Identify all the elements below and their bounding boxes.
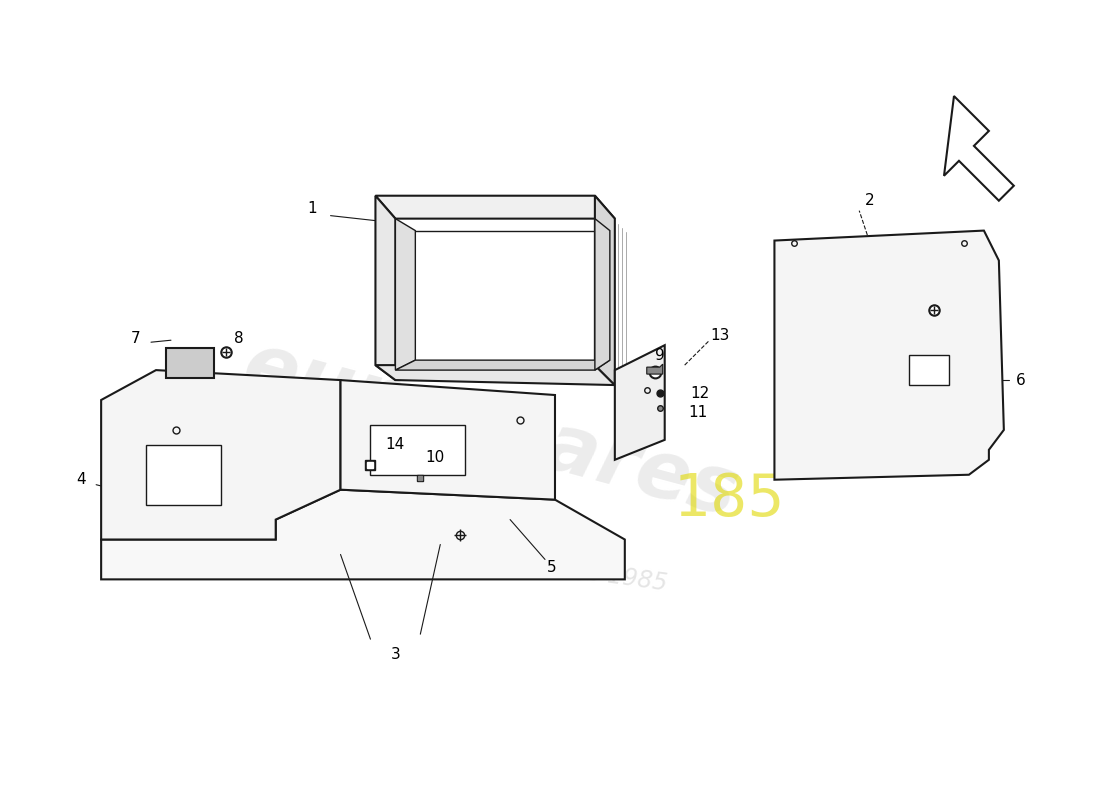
Text: 9: 9: [654, 348, 664, 362]
Text: 11: 11: [688, 406, 707, 421]
Bar: [146, 445, 221, 505]
Text: 7: 7: [131, 330, 141, 346]
Text: 12: 12: [690, 386, 710, 401]
Text: 1: 1: [308, 201, 318, 216]
Polygon shape: [166, 348, 213, 378]
Polygon shape: [615, 345, 664, 460]
Text: 5: 5: [547, 560, 557, 575]
Polygon shape: [341, 380, 556, 500]
Polygon shape: [375, 196, 395, 380]
Polygon shape: [647, 364, 662, 374]
Polygon shape: [101, 490, 625, 579]
Polygon shape: [595, 218, 609, 370]
Text: 185: 185: [674, 471, 785, 528]
Text: 4: 4: [76, 472, 86, 487]
Text: 2: 2: [865, 193, 874, 208]
Polygon shape: [944, 96, 1014, 201]
Bar: [909, 355, 949, 385]
Polygon shape: [101, 370, 341, 539]
Polygon shape: [395, 360, 609, 370]
Text: 13: 13: [710, 328, 729, 342]
Text: 14: 14: [386, 438, 405, 452]
Polygon shape: [375, 365, 615, 385]
Text: a passion for parts since 1985: a passion for parts since 1985: [311, 522, 669, 596]
Polygon shape: [395, 218, 416, 370]
Polygon shape: [774, 230, 1004, 480]
Text: 3: 3: [390, 646, 400, 662]
Text: 10: 10: [426, 450, 444, 466]
Bar: [371, 425, 465, 474]
Text: eurospares: eurospares: [234, 326, 746, 534]
Polygon shape: [375, 196, 615, 218]
Text: 6: 6: [1016, 373, 1025, 387]
Polygon shape: [595, 196, 615, 385]
Text: 8: 8: [234, 330, 243, 346]
